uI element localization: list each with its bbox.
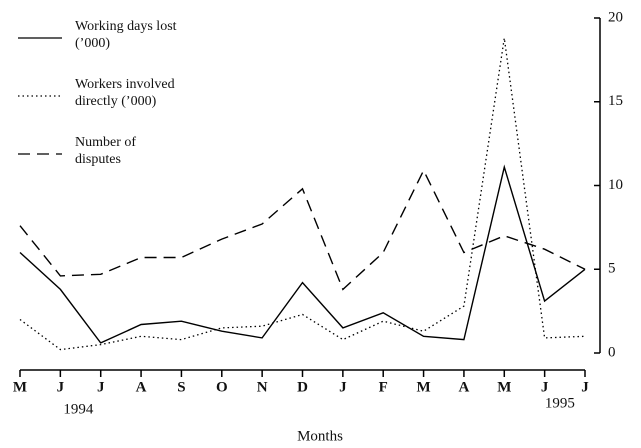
year-label: 1994 [63, 401, 94, 417]
x-tick-label: J [97, 379, 105, 395]
legend-label: Number of disputes [75, 135, 137, 167]
series-line [19, 168, 586, 291]
x-tick-label: J [339, 379, 347, 395]
year-label: 1995 [545, 395, 575, 411]
x-tick-label: S [177, 379, 185, 395]
x-tick-label: M [13, 379, 27, 395]
x-tick-label: F [379, 379, 388, 395]
legend-label: Workers involved directly (’000) [75, 77, 175, 109]
x-tick-label: J [57, 379, 65, 395]
legend-label: Working days lost (’000) [75, 19, 177, 51]
x-axis-label: Months [297, 428, 343, 444]
series-line [19, 164, 586, 344]
y-tick-label: 0 [608, 344, 616, 360]
y-tick-label: 15 [608, 93, 623, 109]
x-tick-label: O [216, 379, 228, 395]
y-tick-label: 20 [608, 9, 623, 25]
x-tick-label: N [257, 379, 268, 395]
x-tick-label: A [459, 379, 470, 395]
x-tick-label: M [416, 379, 430, 395]
x-tick-label: A [136, 379, 147, 395]
series-line [19, 38, 586, 351]
y-tick-label: 10 [608, 177, 623, 193]
y-tick-label: 5 [608, 261, 616, 277]
x-tick-label: M [497, 379, 511, 395]
x-tick-label: D [297, 379, 308, 395]
x-tick-label: J [541, 379, 549, 395]
x-tick-label: J [581, 379, 589, 395]
